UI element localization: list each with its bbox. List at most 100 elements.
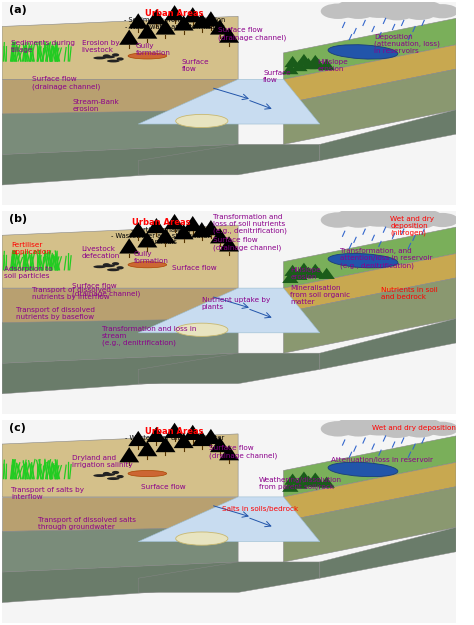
Polygon shape: [164, 214, 184, 229]
Polygon shape: [173, 224, 194, 239]
Polygon shape: [183, 7, 203, 22]
Text: Fertiliser
application: Fertiliser application: [11, 242, 51, 256]
Polygon shape: [2, 2, 456, 206]
Text: Gully
formation: Gully formation: [134, 251, 169, 264]
Circle shape: [356, 415, 401, 436]
Polygon shape: [319, 268, 335, 279]
Ellipse shape: [328, 254, 398, 268]
Polygon shape: [201, 220, 221, 235]
Circle shape: [356, 0, 401, 18]
Text: - Sediments from construction: - Sediments from construction: [124, 18, 225, 23]
Ellipse shape: [107, 59, 119, 62]
Polygon shape: [283, 487, 456, 562]
Circle shape: [427, 422, 458, 436]
Polygon shape: [137, 232, 157, 248]
Polygon shape: [283, 254, 456, 312]
Ellipse shape: [176, 114, 228, 128]
Circle shape: [356, 206, 401, 227]
Circle shape: [427, 213, 458, 227]
Polygon shape: [155, 228, 175, 243]
Polygon shape: [301, 476, 317, 487]
Text: Erosion by
livestock: Erosion by livestock: [82, 39, 119, 52]
Polygon shape: [2, 419, 456, 623]
Polygon shape: [283, 227, 456, 288]
Polygon shape: [155, 19, 175, 34]
Circle shape: [405, 209, 443, 226]
Polygon shape: [320, 319, 456, 369]
Polygon shape: [283, 45, 456, 104]
Text: Surface
flow: Surface flow: [263, 70, 291, 83]
Polygon shape: [283, 462, 456, 521]
Polygon shape: [2, 16, 238, 79]
Circle shape: [321, 213, 355, 228]
Polygon shape: [119, 238, 139, 254]
Text: (c): (c): [9, 422, 26, 432]
Circle shape: [405, 418, 443, 436]
Ellipse shape: [93, 56, 106, 59]
Polygon shape: [119, 29, 139, 45]
Text: Surface
flow: Surface flow: [182, 59, 209, 72]
Polygon shape: [138, 562, 320, 592]
Text: (a): (a): [9, 5, 27, 15]
Text: Stream-Bank
erosion: Stream-Bank erosion: [73, 99, 119, 112]
Text: Surface flow
(drainage channel): Surface flow (drainage channel): [73, 283, 141, 296]
Polygon shape: [307, 264, 323, 275]
Text: - Wastewater and stormwater: - Wastewater and stormwater: [111, 232, 210, 239]
Text: Animals: Animals: [146, 239, 176, 245]
Polygon shape: [2, 225, 238, 288]
Text: Urban Areas: Urban Areas: [146, 427, 204, 436]
Text: Surface flow: Surface flow: [140, 484, 185, 490]
Circle shape: [117, 475, 124, 478]
Text: Transformation and
loss of soil nutrients
(e.g., denitrification): Transformation and loss of soil nutrient…: [213, 214, 287, 234]
Text: Livestock
defecation: Livestock defecation: [82, 246, 120, 259]
Ellipse shape: [128, 471, 167, 477]
Text: Transport of dissolved
nutrients by baseflow: Transport of dissolved nutrients by base…: [16, 308, 95, 321]
Polygon shape: [2, 110, 238, 154]
Polygon shape: [2, 79, 238, 114]
Polygon shape: [138, 288, 320, 333]
Text: - Fertiliser (lawns): - Fertiliser (lawns): [131, 226, 191, 232]
Circle shape: [336, 0, 376, 18]
Polygon shape: [192, 13, 212, 29]
Text: Urban Areas: Urban Areas: [132, 218, 190, 227]
Polygon shape: [119, 447, 139, 462]
Polygon shape: [192, 222, 212, 238]
Polygon shape: [2, 528, 238, 572]
Polygon shape: [219, 236, 239, 251]
Text: Urban Areas: Urban Areas: [146, 9, 204, 18]
Text: Sediments during
tillage: Sediments during tillage: [11, 39, 75, 52]
Text: Wet and dry deposition: Wet and dry deposition: [372, 425, 456, 431]
Circle shape: [321, 421, 355, 436]
Text: Surface flow
(drainage channel): Surface flow (drainage channel): [32, 76, 100, 90]
Polygon shape: [210, 19, 230, 34]
Text: Deposition
(attenuation, loss)
in reservoirs: Deposition (attenuation, loss) in reserv…: [374, 34, 440, 54]
Ellipse shape: [107, 268, 119, 271]
Polygon shape: [173, 433, 194, 448]
Circle shape: [402, 213, 437, 229]
Polygon shape: [137, 441, 157, 456]
Polygon shape: [319, 59, 335, 70]
Circle shape: [341, 421, 376, 436]
Text: Surface flow
(drainage channel): Surface flow (drainage channel): [209, 445, 277, 459]
Circle shape: [341, 4, 376, 19]
Text: Gully
formation: Gully formation: [136, 42, 171, 56]
Circle shape: [103, 472, 110, 475]
Circle shape: [379, 213, 415, 229]
Polygon shape: [192, 431, 212, 446]
Circle shape: [341, 213, 376, 228]
Polygon shape: [282, 63, 299, 74]
Polygon shape: [310, 58, 326, 69]
Ellipse shape: [102, 473, 115, 476]
Text: Transport of dissolved salts
through groundwater: Transport of dissolved salts through gro…: [38, 518, 137, 530]
Polygon shape: [210, 437, 230, 452]
Polygon shape: [284, 56, 301, 67]
Polygon shape: [219, 28, 239, 43]
Circle shape: [380, 208, 423, 227]
Polygon shape: [310, 267, 326, 278]
Ellipse shape: [102, 56, 115, 58]
Circle shape: [379, 4, 415, 21]
Polygon shape: [128, 222, 148, 238]
Circle shape: [380, 416, 423, 436]
Text: Nutrient uptake by
plants: Nutrient uptake by plants: [202, 298, 270, 310]
Text: Mineralisation
from soil organic
matter: Mineralisation from soil organic matter: [290, 285, 350, 305]
